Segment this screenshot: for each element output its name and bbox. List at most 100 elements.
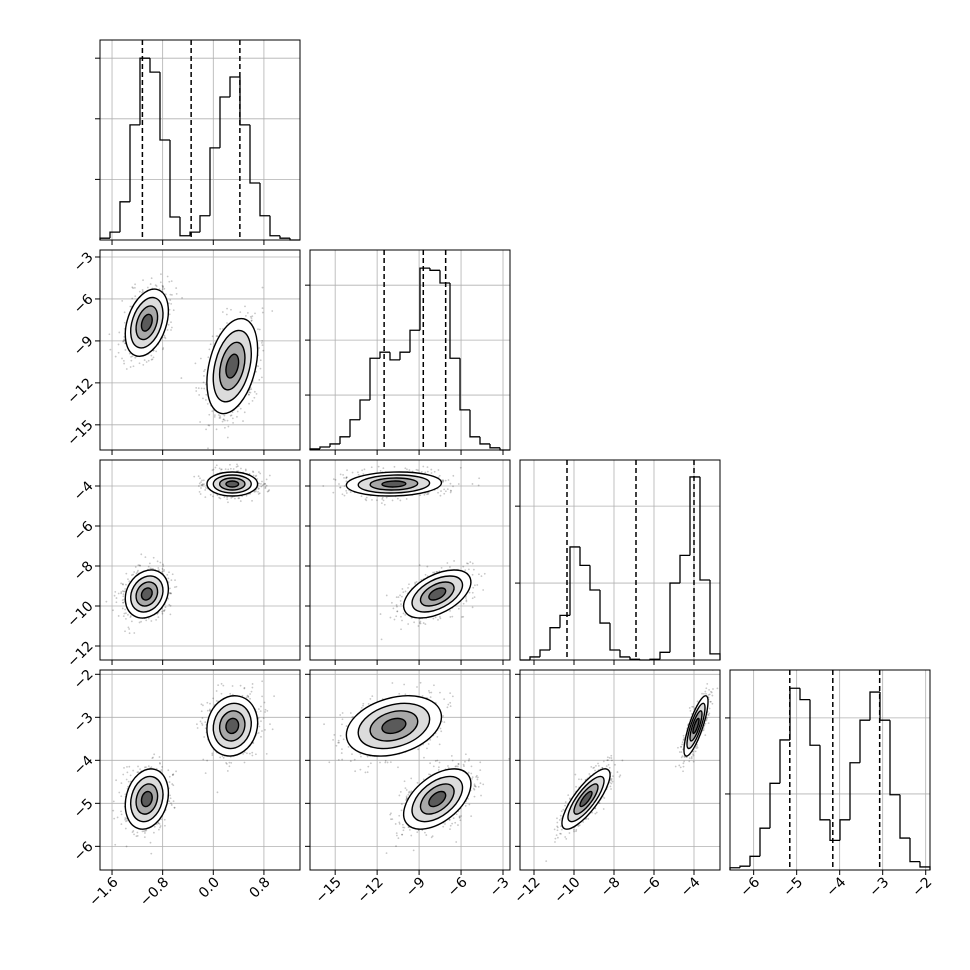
sample-point xyxy=(201,483,204,486)
sample-point xyxy=(606,759,609,762)
sample-point xyxy=(227,468,230,471)
sample-point xyxy=(473,596,476,599)
sample-point xyxy=(254,475,257,478)
sample-point xyxy=(432,617,435,620)
sample-point xyxy=(587,818,590,820)
sample-point xyxy=(391,499,394,502)
histogram-step xyxy=(179,216,190,237)
sample-point xyxy=(404,787,407,790)
sample-point xyxy=(121,601,124,604)
sample-point xyxy=(468,803,471,806)
sample-point xyxy=(446,706,449,709)
sample-point xyxy=(408,469,411,471)
sample-point xyxy=(473,785,476,787)
sample-point xyxy=(414,581,417,584)
density-panel xyxy=(323,681,510,855)
sample-point xyxy=(204,368,206,371)
sample-point xyxy=(402,612,405,615)
sample-point xyxy=(444,823,446,825)
sample-point xyxy=(162,285,164,288)
sample-point xyxy=(113,817,116,820)
sample-point xyxy=(251,751,254,754)
sample-point xyxy=(246,312,249,314)
sample-point xyxy=(588,773,591,775)
sample-point xyxy=(554,837,557,840)
sample-point xyxy=(404,693,407,696)
sample-point xyxy=(405,797,408,800)
sample-point xyxy=(115,601,118,604)
histogram-step xyxy=(399,351,410,360)
histogram-step xyxy=(559,614,570,628)
panel-frame xyxy=(729,669,931,871)
sample-point xyxy=(559,814,562,817)
histogram-step xyxy=(579,546,590,567)
sample-point xyxy=(267,490,270,492)
histogram-step xyxy=(669,582,680,653)
sample-point xyxy=(116,816,119,819)
sample-point xyxy=(564,836,567,838)
sample-point xyxy=(471,573,474,576)
sample-point xyxy=(129,366,132,368)
sample-point xyxy=(618,775,621,778)
sample-point xyxy=(216,335,219,338)
sample-point xyxy=(598,802,601,805)
sample-point xyxy=(229,692,232,695)
sample-point xyxy=(121,590,124,592)
histogram-step xyxy=(279,235,290,239)
sample-point xyxy=(381,498,384,500)
sample-point xyxy=(164,824,166,827)
sample-point xyxy=(359,768,362,771)
sample-point xyxy=(172,784,175,787)
sample-point xyxy=(170,804,173,806)
sample-point xyxy=(595,764,597,767)
sample-point xyxy=(201,717,204,720)
sample-point xyxy=(124,793,127,796)
sample-point xyxy=(163,609,166,611)
sample-point xyxy=(364,498,367,501)
sample-point xyxy=(439,617,442,620)
sample-point xyxy=(322,485,325,487)
sample-point xyxy=(557,836,559,839)
sample-point xyxy=(465,599,468,602)
sample-point xyxy=(345,476,348,479)
sample-point xyxy=(241,694,244,697)
histogram-step xyxy=(569,546,580,616)
y-tick-label: −3 xyxy=(71,710,97,736)
sample-point xyxy=(678,764,681,767)
x-tick-label: −12 xyxy=(355,874,387,906)
histogram-step xyxy=(409,329,420,353)
sample-point xyxy=(391,682,394,684)
histogram-step xyxy=(539,649,550,657)
sample-point xyxy=(710,700,712,703)
sample-point xyxy=(361,469,364,472)
sample-point xyxy=(203,370,205,373)
sample-point xyxy=(416,686,418,688)
sample-point xyxy=(415,468,418,471)
sample-point xyxy=(402,826,404,829)
sample-point xyxy=(349,760,352,763)
sample-point xyxy=(161,288,164,291)
sample-point xyxy=(428,691,431,694)
sample-point xyxy=(426,470,429,473)
sample-point xyxy=(208,708,211,711)
sample-point xyxy=(258,471,260,473)
sample-point xyxy=(451,615,454,618)
sample-point xyxy=(114,355,117,358)
sample-point xyxy=(127,613,129,616)
sample-point xyxy=(560,810,563,813)
sample-point xyxy=(158,828,160,831)
sample-point xyxy=(429,696,432,699)
sample-point xyxy=(224,468,227,471)
sample-point xyxy=(122,359,125,362)
sample-point xyxy=(261,286,264,289)
sample-point xyxy=(118,331,121,334)
sample-point xyxy=(145,619,148,622)
sample-point xyxy=(452,485,454,488)
sample-point xyxy=(133,632,136,634)
sample-point xyxy=(137,564,140,567)
sample-point xyxy=(125,845,128,848)
sample-point xyxy=(614,763,616,766)
sample-point xyxy=(556,817,558,820)
sample-point xyxy=(196,727,199,729)
sample-point xyxy=(218,414,220,416)
